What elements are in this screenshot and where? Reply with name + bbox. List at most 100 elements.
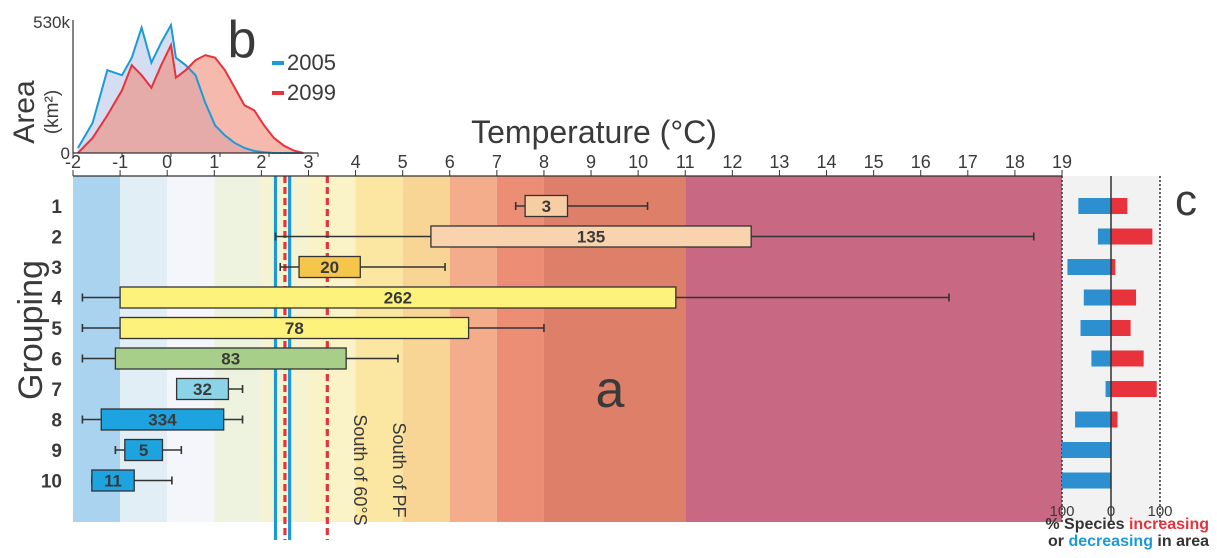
footer-text: or (1048, 533, 1069, 550)
bar-decreasing-7 (1105, 381, 1111, 397)
bar-increasing-4 (1111, 289, 1137, 306)
grouping-label: 3 (51, 258, 62, 279)
panel-label-a: a (596, 361, 625, 419)
panel-label-c: c (1175, 176, 1197, 225)
species-count-label: 334 (148, 411, 177, 430)
iqr-box (119, 286, 677, 309)
bar-increasing-7 (1111, 381, 1157, 397)
area-fill-2099 (77, 45, 304, 153)
temperature-tick-label: 16 (911, 152, 931, 172)
temperature-tick-label: 8 (539, 152, 549, 172)
species-count-label: 83 (221, 350, 240, 369)
area-line-2099 (77, 41, 304, 154)
footer-line-1: % Species increasing (1045, 516, 1209, 533)
panel-c-footer: % Species increasing or decreasing in ar… (1045, 516, 1209, 550)
species-count-label: 32 (193, 380, 212, 399)
temperature-tick-label: -1 (112, 152, 128, 172)
grouping-label: 1 (51, 197, 62, 218)
species-count-label: 20 (320, 258, 339, 277)
bar-decreasing-1 (1078, 198, 1111, 214)
panel-b-area-chart: 530k 0 2005 2099 (33, 13, 336, 163)
species-count-label: 78 (285, 319, 304, 338)
area-axis-title: Area (8, 80, 41, 144)
grouping-label: 2 (51, 228, 62, 249)
area-y-tick-label: 530k (33, 13, 70, 32)
iqr-box (524, 194, 569, 218)
temperature-axis: -2 -1 0 1 2 3 4 5 6 7 8 9 10 11 12 13 14 15 16 17 18 19 (65, 152, 1072, 177)
area-axis-unit: (km²) (42, 90, 63, 134)
area-y-tick-label: 0 (61, 144, 70, 163)
footer-text: % Species (1045, 516, 1129, 533)
bar-decreasing-8 (1075, 411, 1111, 428)
box-plot-group-6: 83 6 (51, 347, 399, 371)
iqr-box (124, 438, 164, 462)
grouping-label: 6 (51, 350, 62, 371)
vline-label-pf: South of PF (389, 422, 409, 517)
temperature-tick-label: 0 (162, 152, 172, 172)
temperature-band-7 (355, 176, 403, 522)
grouping-label: 7 (51, 380, 62, 401)
bar-decreasing-4 (1083, 289, 1111, 306)
panel-c-bar-chart: 100 0 100 (1049, 176, 1173, 522)
temperature-axis-title: Temperature (°C) (471, 114, 717, 150)
temperature-tick-label: 10 (628, 152, 648, 172)
bar-decreasing-2 (1097, 228, 1111, 245)
bar-increasing-6 (1111, 350, 1144, 367)
temperature-tick-label: 15 (864, 152, 884, 172)
temperature-tick-label: 11 (676, 152, 695, 172)
species-count-label: 3 (542, 197, 551, 216)
iqr-box (91, 469, 135, 492)
bar-decreasing-5 (1080, 320, 1111, 336)
footer-line-2: or decreasing in area (1045, 533, 1209, 550)
bar-increasing-1 (1111, 198, 1128, 214)
iqr-box (100, 408, 225, 431)
temperature-tick-label: 6 (445, 152, 455, 172)
bar-decreasing-10 (1062, 472, 1111, 489)
temperature-tick-label: 14 (817, 152, 837, 172)
box-plot-group-8: 334 8 (51, 408, 244, 432)
bar-increasing-5 (1111, 320, 1131, 336)
temperature-tick-label: 1 (209, 152, 219, 172)
temperature-tick-label: 5 (398, 152, 408, 172)
box-plot-group-4: 262 4 (51, 286, 950, 310)
temperature-tick-label: 2 (256, 152, 266, 172)
species-count-label: 135 (577, 228, 605, 247)
legend-label-2099: 2099 (287, 80, 336, 105)
temperature-tick-label: 13 (769, 152, 789, 172)
species-count-label: 5 (139, 441, 148, 460)
temperature-tick-label: 17 (958, 152, 978, 172)
temperature-tick-label: -2 (65, 152, 81, 172)
box-plot-group-9: 59 (51, 438, 183, 462)
iqr-box (114, 347, 347, 370)
grouping-label: 10 (41, 472, 62, 493)
bar-decreasing-9 (1062, 442, 1111, 458)
legend-label-2005: 2005 (287, 50, 336, 75)
grouping-label: 5 (51, 319, 62, 340)
box-plot-group-1: 31 (51, 194, 649, 218)
temperature-tick-label: 19 (1052, 152, 1072, 172)
box-plot-group-10: 11 10 (41, 469, 173, 493)
temperature-tick-label: 7 (492, 152, 502, 172)
species-count-label: 262 (384, 289, 412, 308)
iqr-box (298, 255, 361, 279)
bar-decreasing-6 (1091, 350, 1111, 367)
temperature-tick-label: 4 (351, 152, 361, 172)
temperature-tick-label: 18 (1005, 152, 1025, 172)
panel-c-tick-label: 100 (1147, 503, 1172, 520)
bar-increasing-8 (1111, 411, 1118, 428)
temperature-tick-label: 12 (722, 152, 742, 172)
temperature-band-1 (73, 176, 121, 522)
box-plot-group-2: 135 2 (51, 225, 1035, 249)
footer-increasing: increasing (1128, 516, 1209, 533)
static-labels: Temperature (°C) Grouping a b c Area (km… (8, 11, 1197, 526)
temperature-tick-label: 3 (303, 152, 313, 172)
panel-c-tick-label: 100 (1049, 503, 1074, 520)
temperature-tick-label: 9 (586, 152, 596, 172)
bar-increasing-2 (1111, 228, 1153, 245)
grouping-label: 8 (51, 411, 62, 432)
grouping-label: 4 (51, 289, 62, 310)
box-plot-group-5: 78 5 (51, 316, 545, 340)
footer-decreasing: decreasing (1068, 533, 1153, 550)
